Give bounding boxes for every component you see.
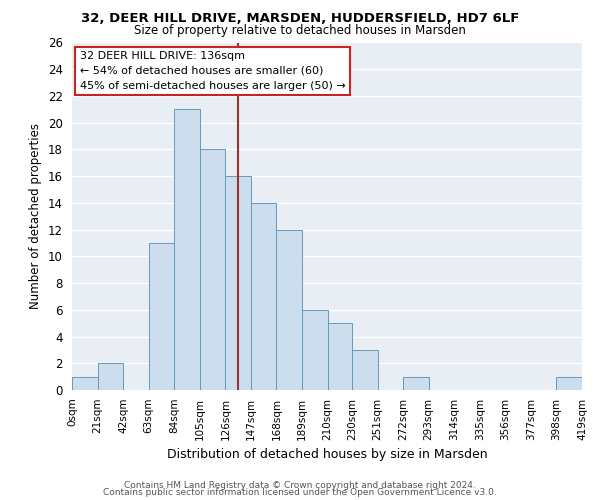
Bar — [328, 323, 352, 390]
Y-axis label: Number of detached properties: Number of detached properties — [29, 123, 43, 309]
Bar — [226, 176, 251, 390]
Text: 32, DEER HILL DRIVE, MARSDEN, HUDDERSFIELD, HD7 6LF: 32, DEER HILL DRIVE, MARSDEN, HUDDERSFIE… — [81, 12, 519, 26]
Bar — [251, 203, 277, 390]
Bar — [302, 310, 328, 390]
Text: 32 DEER HILL DRIVE: 136sqm
← 54% of detached houses are smaller (60)
45% of semi: 32 DEER HILL DRIVE: 136sqm ← 54% of deta… — [80, 51, 346, 91]
Bar — [352, 350, 377, 390]
Text: Size of property relative to detached houses in Marsden: Size of property relative to detached ho… — [134, 24, 466, 37]
Bar — [403, 376, 428, 390]
Bar — [200, 150, 226, 390]
X-axis label: Distribution of detached houses by size in Marsden: Distribution of detached houses by size … — [167, 448, 487, 461]
Bar — [556, 376, 582, 390]
Bar — [149, 243, 174, 390]
Bar — [174, 110, 200, 390]
Bar — [98, 364, 123, 390]
Bar — [277, 230, 302, 390]
Text: Contains HM Land Registry data © Crown copyright and database right 2024.: Contains HM Land Registry data © Crown c… — [124, 480, 476, 490]
Bar — [72, 376, 98, 390]
Text: Contains public sector information licensed under the Open Government Licence v3: Contains public sector information licen… — [103, 488, 497, 497]
